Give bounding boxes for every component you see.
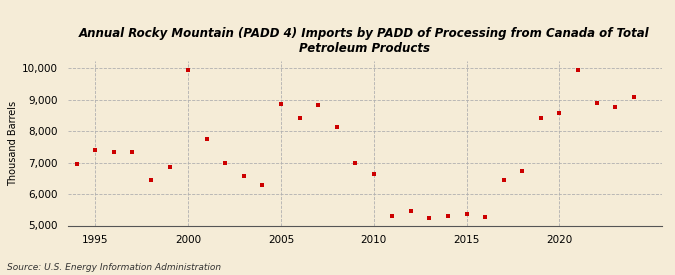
Point bbox=[424, 215, 435, 220]
Point bbox=[369, 172, 379, 177]
Point bbox=[517, 169, 528, 174]
Point bbox=[350, 161, 360, 166]
Point bbox=[313, 103, 323, 107]
Point bbox=[294, 116, 305, 120]
Point bbox=[387, 214, 398, 218]
Point bbox=[275, 102, 286, 106]
Point bbox=[498, 178, 509, 182]
Point bbox=[554, 111, 565, 116]
Point bbox=[90, 148, 101, 152]
Point bbox=[480, 214, 491, 219]
Point bbox=[572, 68, 583, 72]
Y-axis label: Thousand Barrels: Thousand Barrels bbox=[7, 100, 18, 186]
Point bbox=[406, 208, 416, 213]
Point bbox=[220, 160, 231, 165]
Title: Annual Rocky Mountain (PADD 4) Imports by PADD of Processing from Canada of Tota: Annual Rocky Mountain (PADD 4) Imports b… bbox=[79, 27, 650, 55]
Point bbox=[238, 174, 249, 179]
Point bbox=[146, 178, 157, 182]
Point bbox=[257, 182, 268, 187]
Point bbox=[201, 137, 212, 141]
Point bbox=[591, 101, 602, 105]
Point bbox=[461, 211, 472, 216]
Point bbox=[610, 105, 620, 109]
Point bbox=[331, 125, 342, 130]
Point bbox=[183, 68, 194, 72]
Text: Source: U.S. Energy Information Administration: Source: U.S. Energy Information Administ… bbox=[7, 263, 221, 272]
Point bbox=[109, 149, 119, 154]
Point bbox=[443, 214, 454, 218]
Point bbox=[628, 95, 639, 100]
Point bbox=[127, 149, 138, 154]
Point bbox=[72, 162, 82, 166]
Point bbox=[535, 116, 546, 120]
Point bbox=[164, 165, 175, 170]
